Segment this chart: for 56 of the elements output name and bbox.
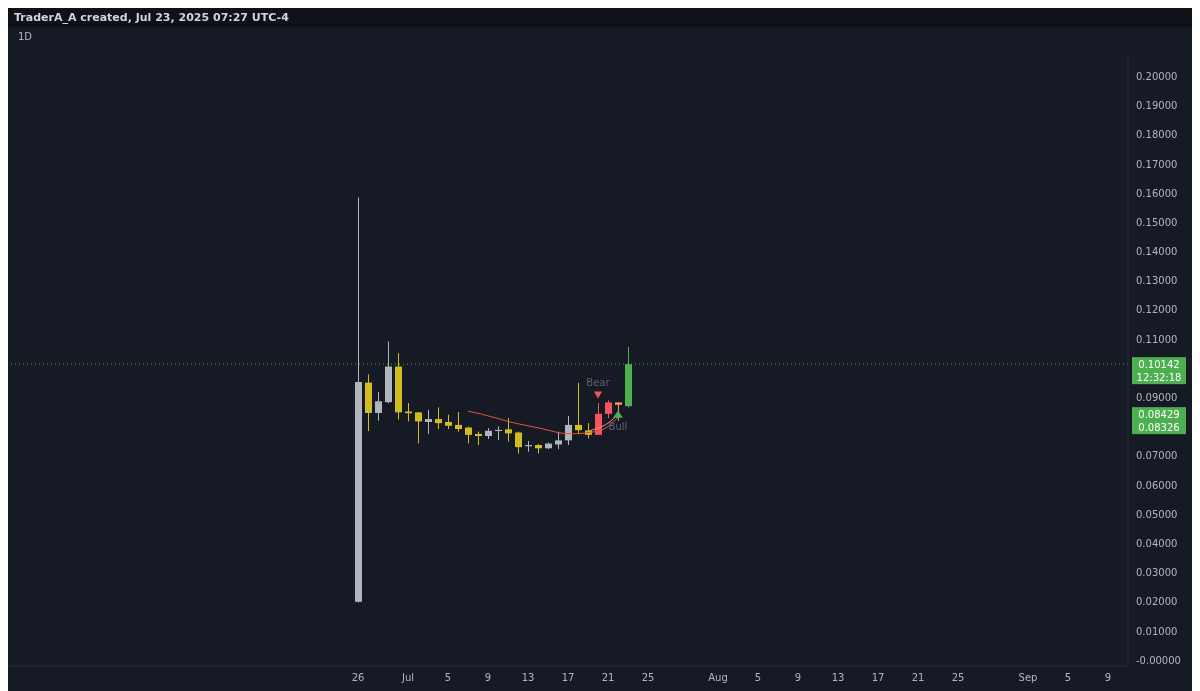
candlestick <box>565 415 572 446</box>
y-tick-label: 0.17000 <box>1136 158 1178 170</box>
x-tick-label: 5 <box>1064 672 1072 684</box>
y-tick-label: 0.18000 <box>1136 129 1178 141</box>
x-tick-label: 9 <box>1104 672 1112 684</box>
chart-title: 1D <box>17 30 34 44</box>
y-tick-label: 0.09000 <box>1136 392 1178 404</box>
text: 0.08429 <box>1138 409 1180 421</box>
y-tick-label: 0.01000 <box>1136 625 1178 637</box>
series-label: Bull <box>608 420 628 432</box>
y-tick-label: 0.13000 <box>1136 275 1178 287</box>
y-tick-label: 0.19000 <box>1136 100 1178 112</box>
y-tick-label: 0.07000 <box>1136 450 1178 462</box>
candlestick <box>575 382 582 435</box>
x-tick-label: 17 <box>561 672 575 684</box>
candlestick <box>415 411 422 444</box>
y-tick-label: -0.00000 <box>1136 654 1181 666</box>
x-tick-label: 26 <box>351 672 365 684</box>
candlestick <box>455 411 462 433</box>
x-tick-label: Sep <box>1018 672 1038 684</box>
candlestick <box>435 406 442 430</box>
y-tick-label: 0.06000 <box>1136 479 1178 491</box>
x-tick-label: Aug <box>708 672 728 684</box>
x-tick-label: 5 <box>444 672 452 684</box>
chart-subtitle: TraderA_A created, Jul 23, 2025 07:27 UTC-4 <box>8 8 1192 27</box>
y-tick-label: 0.04000 <box>1136 537 1178 549</box>
x-tick-label: 25 <box>641 672 655 684</box>
x-tick-label: 13 <box>831 672 845 684</box>
y-tick-label: 0.02000 <box>1136 596 1178 608</box>
x-tick-label: 9 <box>484 672 492 684</box>
ref-line-label: 0.10142 <box>1138 359 1180 371</box>
candlestick <box>505 417 512 443</box>
y-tick-label: 0.11000 <box>1136 333 1178 345</box>
candlestick <box>405 402 412 422</box>
x-tick-label: 9 <box>794 672 802 684</box>
y-tick-label: 0.14000 <box>1136 246 1178 258</box>
x-tick-label: 5 <box>754 672 762 684</box>
candlestick <box>515 431 522 455</box>
y-tick-label: 0.15000 <box>1136 216 1178 228</box>
text: 0.08326 <box>1138 422 1180 434</box>
x-tick-label: 25 <box>951 672 965 684</box>
y-tick-label: 0.16000 <box>1136 187 1178 199</box>
candlestick <box>375 391 382 422</box>
x-tick-label: Jul <box>400 672 415 684</box>
x-tick-label: 21 <box>601 672 615 684</box>
candlestick <box>615 401 622 422</box>
y-tick-label: 0.05000 <box>1136 508 1178 520</box>
y-tick-label: 0.12000 <box>1136 304 1178 316</box>
x-tick-label: 13 <box>521 672 535 684</box>
text: 12:32:18 <box>1136 372 1182 384</box>
y-tick-label: 0.03000 <box>1136 567 1178 579</box>
x-tick-label: 21 <box>911 672 925 684</box>
y-tick-label: 0.20000 <box>1136 70 1178 82</box>
x-tick-label: 17 <box>871 672 885 684</box>
series-label: Bear <box>586 376 611 388</box>
candlestick <box>425 409 432 435</box>
